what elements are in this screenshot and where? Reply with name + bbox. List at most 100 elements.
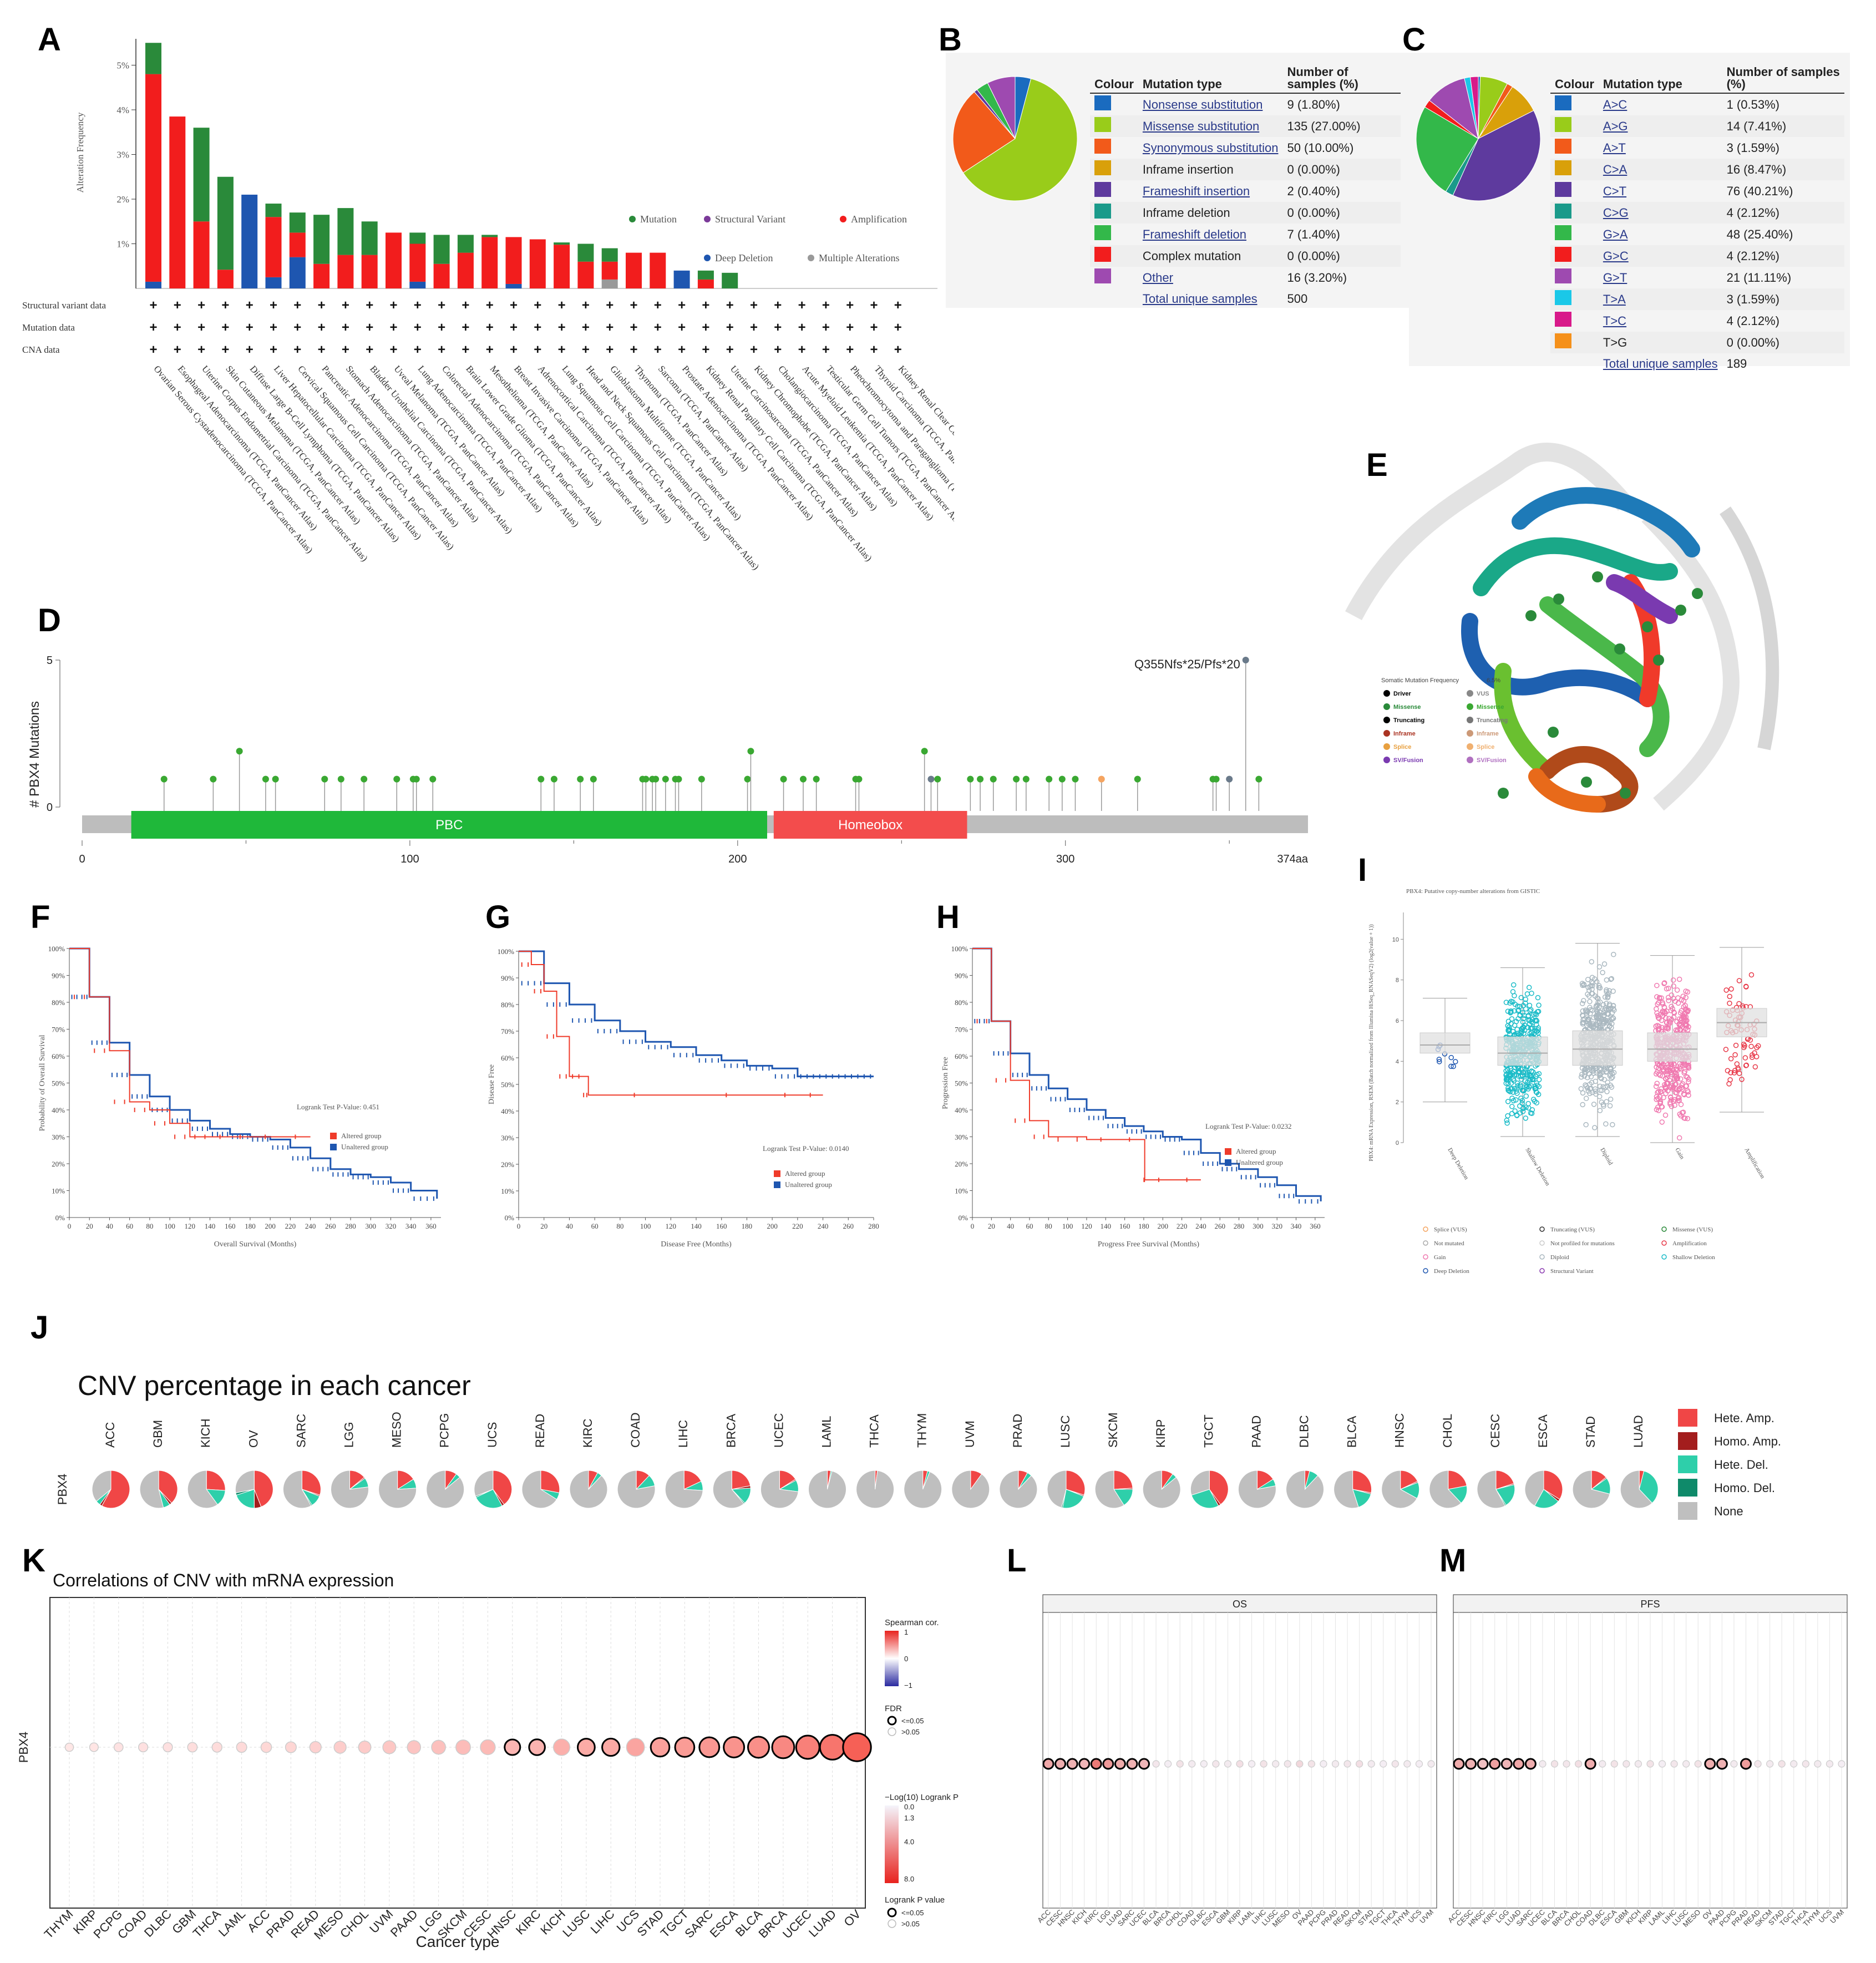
total-samples-link[interactable]: Total unique samples xyxy=(1603,356,1718,371)
row-mark: + xyxy=(870,298,878,313)
mutation-type-link[interactable]: A>G xyxy=(1603,119,1628,133)
mutation-type-link[interactable]: G>C xyxy=(1603,248,1629,263)
data-point xyxy=(1666,1019,1672,1024)
table-row: Inframe insertion 0 (0.00%) xyxy=(1090,159,1401,180)
y-tick-label: 70% xyxy=(52,1026,65,1034)
sample-count: 21 (11.11%) xyxy=(1726,270,1792,285)
data-point xyxy=(1603,1001,1609,1006)
survival-dot xyxy=(1403,1760,1411,1768)
data-point xyxy=(1669,1003,1674,1010)
color-swatch xyxy=(1555,117,1571,132)
mutation-type-link[interactable]: Frameshift deletion xyxy=(1142,227,1246,241)
correlation-dot xyxy=(698,1736,721,1758)
data-point xyxy=(1448,1054,1454,1061)
data-point xyxy=(1596,983,1602,988)
mutation-type-link[interactable]: T>A xyxy=(1603,292,1626,306)
cancer-label: TGCT xyxy=(1201,1414,1215,1448)
x-axis-label: Disease Free (Months) xyxy=(661,1240,732,1249)
color-swatch xyxy=(1094,139,1111,154)
data-point xyxy=(1505,1027,1511,1033)
row-mark: + xyxy=(894,320,902,335)
lollipop-head xyxy=(1058,775,1066,783)
row-mark: + xyxy=(774,320,782,335)
cancer-label: ACC xyxy=(103,1422,117,1448)
cnv-pie-slice xyxy=(1285,1470,1324,1509)
x-tick-label: 120 xyxy=(1081,1222,1092,1230)
mutated-residue xyxy=(1675,605,1686,616)
row-mark: + xyxy=(582,342,590,357)
bar-mutation xyxy=(289,212,306,233)
cancer-label: LGG xyxy=(342,1422,356,1448)
mutation-type-link[interactable]: T>C xyxy=(1603,313,1627,328)
color-swatch xyxy=(1094,95,1111,110)
bar-amplification xyxy=(577,261,594,288)
legend-dot xyxy=(1383,690,1390,697)
mutation-type-link[interactable]: C>G xyxy=(1603,205,1629,220)
mutation-type-label: T>G xyxy=(1598,332,1722,353)
mutation-type-link[interactable]: G>A xyxy=(1603,227,1628,241)
data-point xyxy=(1505,1113,1510,1119)
survival-dot xyxy=(1188,1760,1196,1768)
y-tick-label: 50% xyxy=(955,1079,968,1088)
data-point xyxy=(1523,1006,1529,1012)
row-mark: + xyxy=(630,320,637,335)
bar-mutation xyxy=(554,242,570,245)
y-tick-label: 3% xyxy=(116,150,129,160)
sample-count: 16 (8.47%) xyxy=(1722,159,1844,180)
data-point xyxy=(1663,1086,1669,1092)
mutation-type-link[interactable]: A>T xyxy=(1603,140,1626,155)
mutation-type-link[interactable]: C>A xyxy=(1603,162,1627,176)
data-point xyxy=(1603,1069,1609,1075)
mutated-residue xyxy=(1592,571,1603,582)
bar-amplification xyxy=(145,74,161,282)
data-point xyxy=(1675,1000,1681,1006)
data-point xyxy=(1597,1083,1603,1089)
lollipop-plot: # PBX4 Mutations 5 0 PBC Homeobox Q355Nfs*25/… xyxy=(27,655,1309,865)
data-point xyxy=(1741,1041,1747,1047)
legend-dot xyxy=(808,255,814,261)
bar-deep-deletion xyxy=(505,283,522,288)
data-point xyxy=(1527,1008,1533,1014)
data-point xyxy=(1686,1079,1691,1085)
mutation-type-link[interactable]: Missense substitution xyxy=(1142,119,1260,133)
bar-amplification xyxy=(650,252,666,288)
mutation-type-link[interactable]: Other xyxy=(1142,270,1173,285)
x-tick-label: 260 xyxy=(1214,1222,1225,1230)
mutation-type-link[interactable]: C>T xyxy=(1603,184,1627,198)
cnv-pie-slice xyxy=(236,1489,255,1509)
data-point xyxy=(1683,988,1689,994)
plot-title: PBX4: Putative copy-number alterations f… xyxy=(1406,888,1540,895)
y-tick-label: 60% xyxy=(52,1052,65,1061)
legend-label: Altered group xyxy=(1236,1147,1276,1155)
data-point xyxy=(1580,1008,1586,1014)
cancer-label: Uveal Melanoma (TCGA, PanCancer Atlas) xyxy=(392,363,507,498)
correlation-dot xyxy=(674,1737,696,1758)
logrank-pvalue: Logrank Test P-Value: 0.0232 xyxy=(1205,1122,1292,1130)
lollipop-head xyxy=(662,775,669,783)
data-point xyxy=(1662,1112,1669,1118)
data-point xyxy=(1656,1108,1661,1113)
table-row: Inframe deletion 0 (0.00%) xyxy=(1090,202,1401,224)
mutation-type-link[interactable]: Nonsense substitution xyxy=(1142,97,1263,111)
bar-amplification xyxy=(386,232,402,288)
data-point xyxy=(1607,1073,1613,1079)
data-point xyxy=(1584,1085,1590,1091)
data-point xyxy=(1676,1098,1682,1103)
mutation-type-link[interactable]: A>C xyxy=(1603,97,1627,111)
mutation-type-link[interactable]: Frameshift insertion xyxy=(1142,184,1250,198)
total-samples-link[interactable]: Total unique samples xyxy=(1142,291,1258,306)
data-point xyxy=(1527,1002,1533,1008)
x-tick-label: 260 xyxy=(843,1222,854,1230)
lollipop-head xyxy=(800,775,807,783)
row-mark: + xyxy=(798,298,806,313)
legend-dot xyxy=(887,1716,897,1726)
x-tick-label: 360 xyxy=(1310,1222,1321,1230)
survival-dot xyxy=(1152,1760,1160,1768)
legend-label: Inframe xyxy=(1477,731,1499,737)
mutation-type-link[interactable]: G>T xyxy=(1603,270,1627,285)
y-tick-label: 70% xyxy=(955,1026,968,1034)
y-tick-label: 100% xyxy=(951,945,969,953)
protein-helix xyxy=(1528,768,1606,813)
data-point xyxy=(1657,1094,1663,1100)
mutation-type-link[interactable]: Synonymous substitution xyxy=(1142,140,1279,155)
